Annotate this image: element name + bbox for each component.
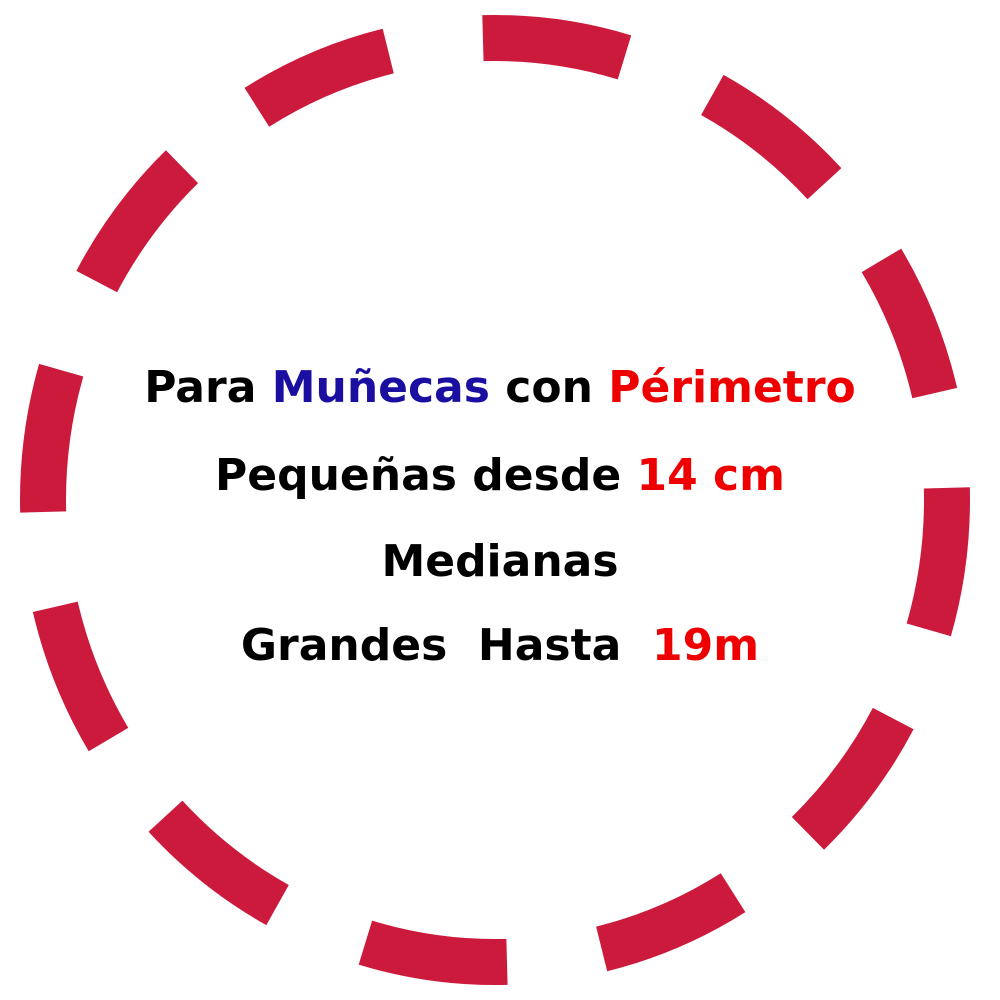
text-segment: 19m <box>652 620 759 671</box>
text-segment: Grandes Hasta <box>241 620 652 671</box>
text-line: Para Muñecas con Périmetro <box>144 362 856 413</box>
text-segment: Périmetro <box>608 362 856 413</box>
text-segment: Pequeñas desde <box>215 450 636 501</box>
text-segment: Muñecas <box>272 362 490 413</box>
text-line: Grandes Hasta 19m <box>241 620 759 671</box>
text-segment: Para <box>144 362 271 413</box>
text-segment: 14 cm <box>636 450 784 501</box>
text-line: Medianas <box>381 536 618 587</box>
text-line: Pequeñas desde 14 cm <box>215 450 785 501</box>
text-segment: Medianas <box>381 536 618 587</box>
dashed-ring <box>20 15 970 985</box>
text-segment: con <box>490 362 608 413</box>
